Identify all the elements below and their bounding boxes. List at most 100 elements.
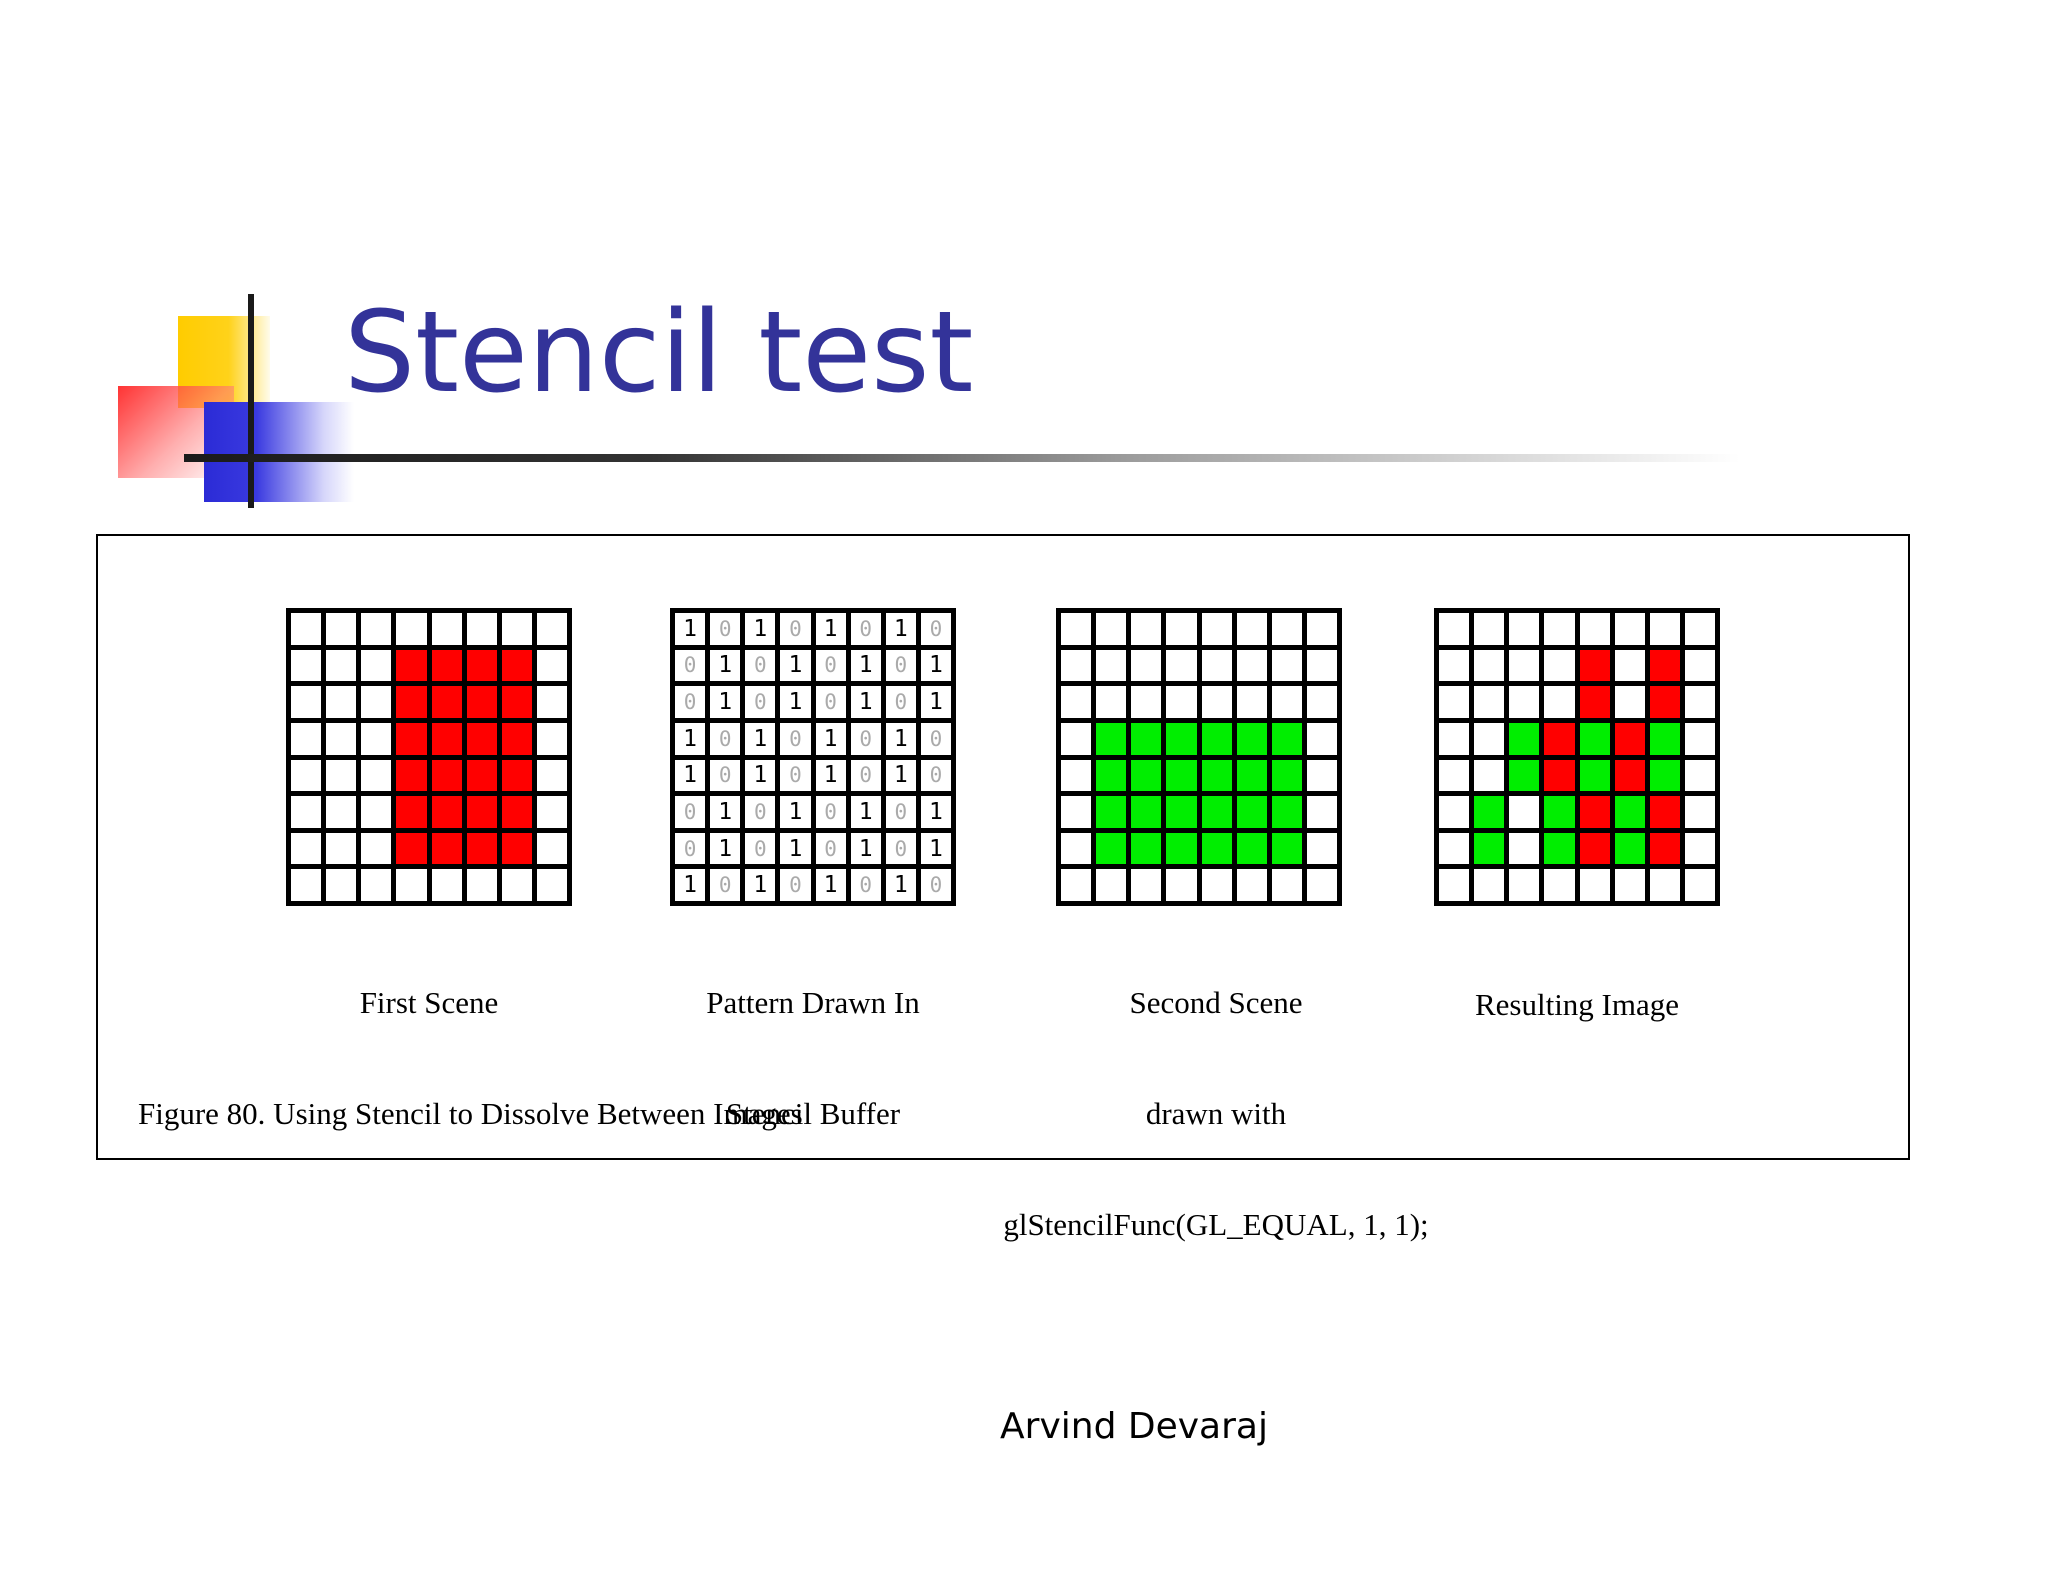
empty-pixel <box>361 613 392 645</box>
empty-pixel <box>291 796 322 828</box>
empty-pixel <box>361 759 392 792</box>
blue-square-decoration <box>204 402 354 502</box>
red-pixel <box>396 796 427 828</box>
empty-pixel <box>1061 649 1092 682</box>
empty-pixel <box>1061 832 1092 865</box>
empty-pixel <box>1474 649 1505 682</box>
stencil-value: 1 <box>745 759 776 792</box>
empty-pixel <box>1439 869 1470 901</box>
empty-pixel <box>396 613 427 645</box>
empty-pixel <box>536 686 567 718</box>
stencil-value: 0 <box>780 759 811 792</box>
stencil-value: 0 <box>745 796 776 828</box>
stencil-value: 1 <box>745 613 776 645</box>
red-pixel <box>466 649 497 682</box>
caption-line: Stencil Buffer <box>725 1096 901 1131</box>
red-pixel <box>466 832 497 865</box>
green-pixel <box>1131 722 1162 755</box>
red-pixel <box>1579 649 1610 682</box>
stencil-value: 0 <box>675 649 706 682</box>
stencil-value: 0 <box>710 869 741 901</box>
stencil-value: 0 <box>920 869 951 901</box>
stencil-value: 0 <box>920 759 951 792</box>
red-pixel <box>501 832 532 865</box>
stencil-value: 1 <box>745 722 776 755</box>
empty-pixel <box>1061 686 1092 718</box>
empty-pixel <box>1649 869 1680 901</box>
empty-pixel <box>1236 613 1267 645</box>
empty-pixel <box>326 759 357 792</box>
stencil-value: 0 <box>780 613 811 645</box>
red-pixel <box>1544 759 1575 792</box>
red-pixel <box>1614 722 1645 755</box>
stencil-value: 1 <box>710 649 741 682</box>
stencil-pattern-caption: Pattern Drawn In Stencil Buffer <box>640 910 986 1206</box>
empty-pixel <box>291 649 322 682</box>
green-pixel <box>1201 832 1232 865</box>
empty-pixel <box>1236 869 1267 901</box>
empty-pixel <box>396 869 427 901</box>
stencil-value: 0 <box>710 722 741 755</box>
green-pixel <box>1166 759 1197 792</box>
empty-pixel <box>361 649 392 682</box>
empty-pixel <box>1544 686 1575 718</box>
green-pixel <box>1166 722 1197 755</box>
empty-pixel <box>1271 613 1302 645</box>
empty-pixel <box>1061 759 1092 792</box>
green-pixel <box>1201 722 1232 755</box>
stencil-value: 1 <box>815 869 846 901</box>
empty-pixel <box>1166 686 1197 718</box>
green-pixel <box>1614 832 1645 865</box>
empty-pixel <box>466 613 497 645</box>
stencil-value: 1 <box>780 686 811 718</box>
stencil-value: 0 <box>710 613 741 645</box>
empty-pixel <box>326 722 357 755</box>
empty-pixel <box>1509 613 1540 645</box>
stencil-value: 0 <box>675 686 706 718</box>
stencil-value: 0 <box>745 686 776 718</box>
first-scene-caption: First Scene <box>256 910 602 1095</box>
red-pixel <box>1649 832 1680 865</box>
stencil-value: 0 <box>815 649 846 682</box>
green-pixel <box>1166 832 1197 865</box>
empty-pixel <box>1509 869 1540 901</box>
empty-pixel <box>536 613 567 645</box>
stencil-value: 0 <box>920 722 951 755</box>
empty-pixel <box>326 613 357 645</box>
red-pixel <box>396 722 427 755</box>
red-pixel <box>431 722 462 755</box>
empty-pixel <box>1684 686 1715 718</box>
empty-pixel <box>1684 832 1715 865</box>
stencil-value: 1 <box>710 686 741 718</box>
empty-pixel <box>1201 649 1232 682</box>
green-pixel <box>1096 832 1127 865</box>
caption-line: drawn with <box>1145 1096 1287 1131</box>
stencil-value: 0 <box>780 722 811 755</box>
empty-pixel <box>466 869 497 901</box>
empty-pixel <box>1544 869 1575 901</box>
green-pixel <box>1201 796 1232 828</box>
green-pixel <box>1201 759 1232 792</box>
stencil-value: 1 <box>850 649 881 682</box>
empty-pixel <box>1614 613 1645 645</box>
empty-pixel <box>501 869 532 901</box>
stencil-value: 0 <box>815 796 846 828</box>
empty-pixel <box>1439 759 1470 792</box>
empty-pixel <box>1439 613 1470 645</box>
empty-pixel <box>1509 796 1540 828</box>
stencil-value: 0 <box>815 686 846 718</box>
empty-pixel <box>1509 832 1540 865</box>
stencil-value: 1 <box>920 686 951 718</box>
empty-pixel <box>291 869 322 901</box>
stencil-value: 1 <box>710 796 741 828</box>
resulting-image-grid <box>1434 608 1720 906</box>
stencil-value: 1 <box>675 869 706 901</box>
green-pixel <box>1474 796 1505 828</box>
empty-pixel <box>1131 649 1162 682</box>
red-pixel <box>1579 832 1610 865</box>
empty-pixel <box>291 613 322 645</box>
stencil-value: 0 <box>885 796 916 828</box>
stencil-value: 0 <box>675 796 706 828</box>
green-pixel <box>1131 796 1162 828</box>
red-pixel <box>396 832 427 865</box>
